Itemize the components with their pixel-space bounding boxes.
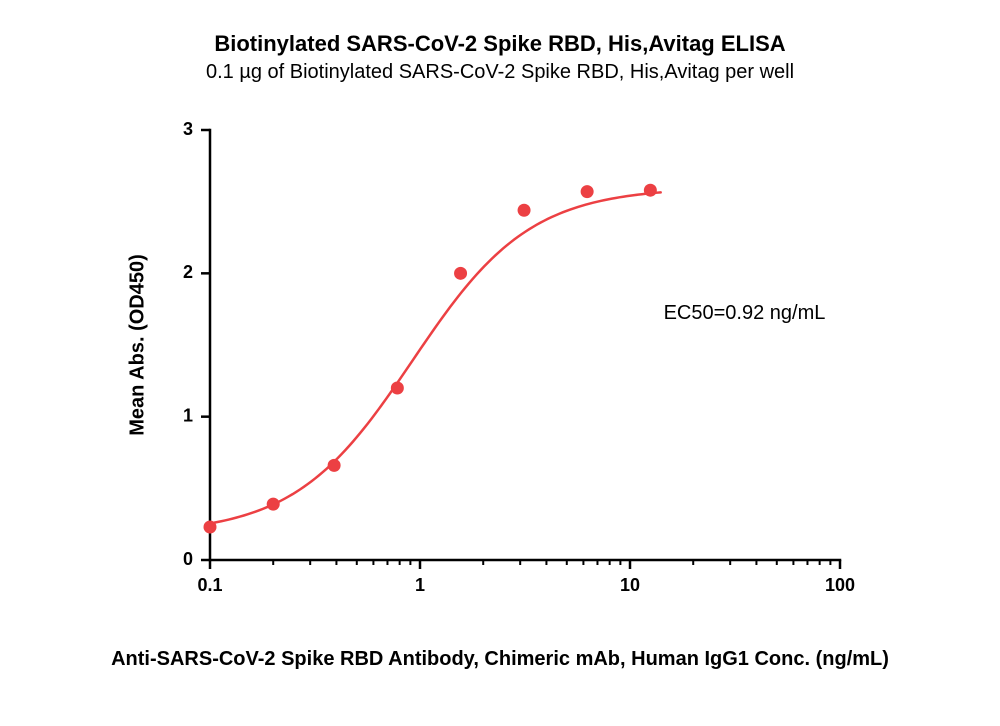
svg-text:100: 100 (825, 575, 855, 595)
chart-subtitle: 0.1 µg of Biotinylated SARS-CoV-2 Spike … (40, 59, 960, 85)
page-root: Biotinylated SARS-CoV-2 Spike RBD, His,A… (0, 0, 1000, 726)
chart-title: Biotinylated SARS-CoV-2 Spike RBD, His,A… (40, 30, 960, 59)
chart-area: 0 1 2 3 0.1 1 10 100 Mean Abs. (OD450) EC50=0.92… (50, 110, 950, 630)
chart-svg: 0 1 2 3 0.1 1 10 100 Mean Abs. (OD450) (50, 110, 950, 630)
x-axis-label: Anti-SARS-CoV-2 Spike RBD Antibody, Chim… (40, 648, 960, 671)
ec50-annotation: EC50=0.92 ng/mL (664, 302, 826, 325)
svg-text:1: 1 (415, 575, 425, 595)
svg-text:0.1: 0.1 (197, 575, 222, 595)
svg-text:2: 2 (183, 262, 193, 282)
svg-text:Mean Abs. (OD450): Mean Abs. (OD450) (126, 254, 148, 436)
svg-text:1: 1 (183, 405, 193, 425)
title-block: Biotinylated SARS-CoV-2 Spike RBD, His,A… (40, 30, 960, 85)
svg-text:10: 10 (620, 575, 640, 595)
svg-text:0: 0 (183, 548, 193, 568)
svg-text:3: 3 (183, 118, 193, 138)
